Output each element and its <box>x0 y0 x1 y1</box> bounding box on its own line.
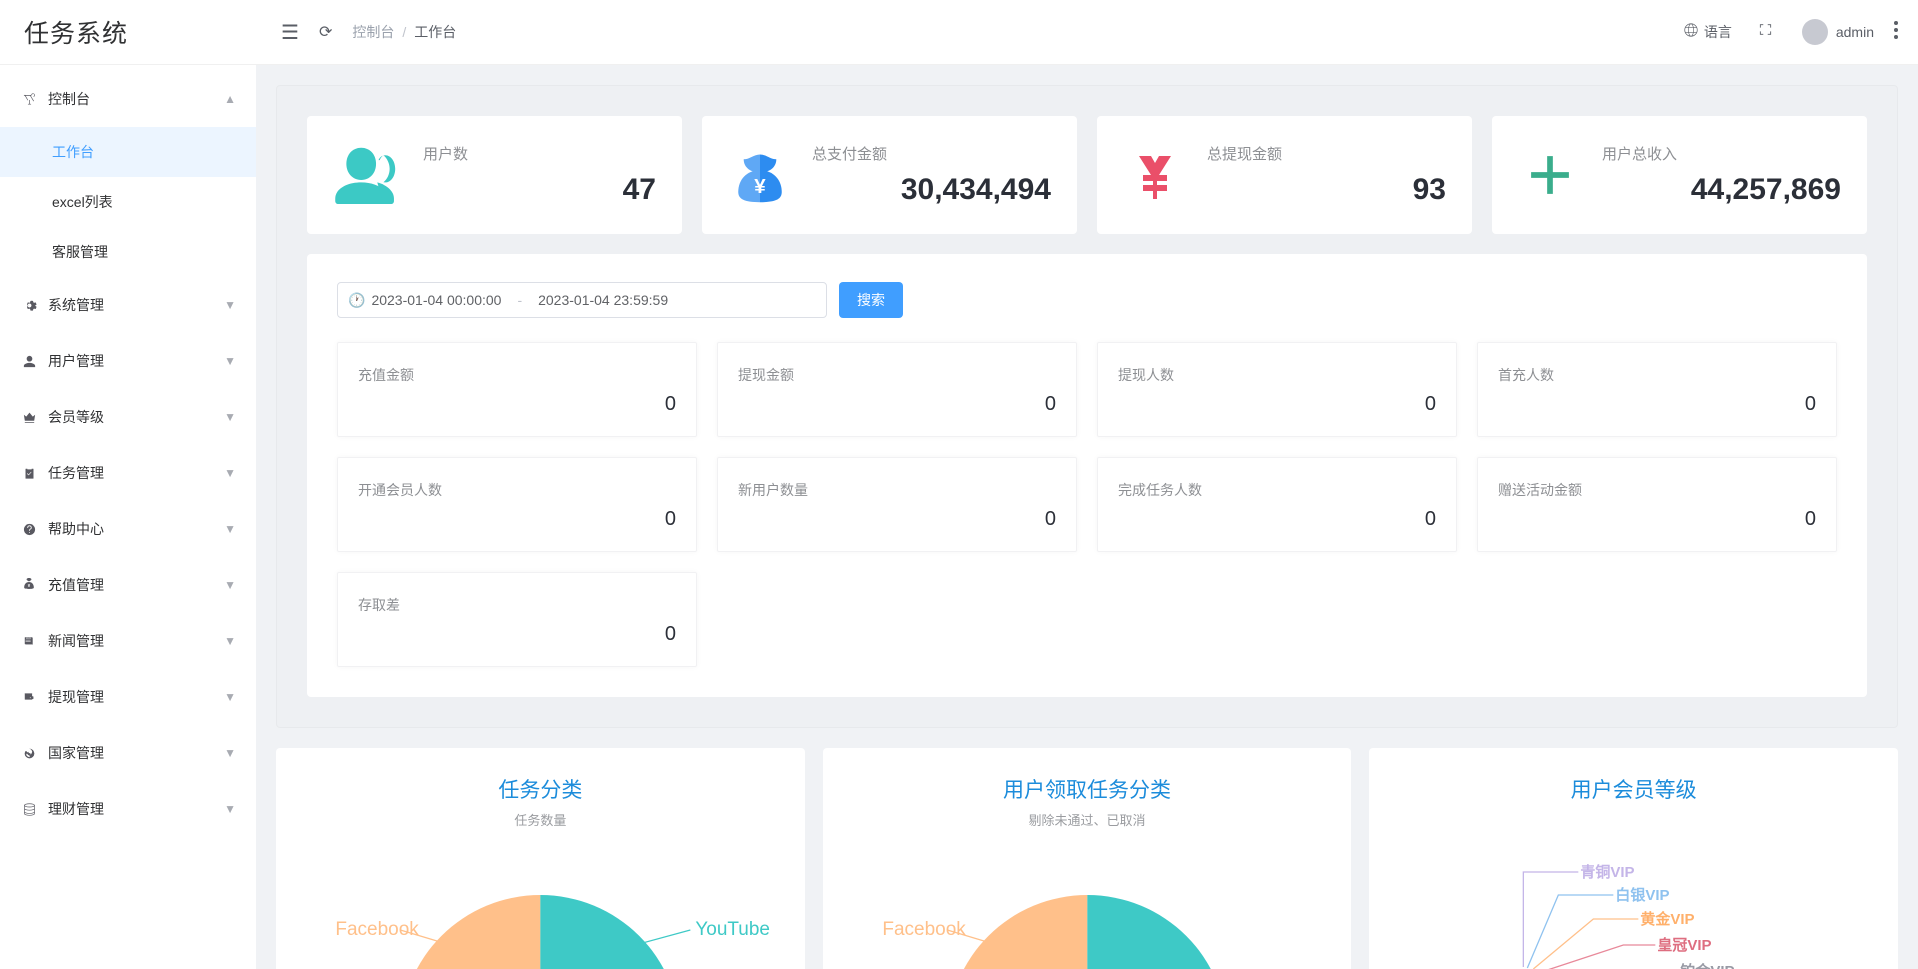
svg-text:铂金VIP: 铂金VIP <box>1681 962 1735 969</box>
svg-text:白银VIP: 白银VIP <box>1616 886 1670 904</box>
svg-text:青铜VIP: 青铜VIP <box>1581 863 1635 881</box>
svg-text:Facebook: Facebook <box>335 919 419 940</box>
svg-text:¥: ¥ <box>754 175 766 198</box>
svg-text:黄金VIP: 黄金VIP <box>1641 910 1695 928</box>
svg-text:YouTube: YouTube <box>695 919 770 940</box>
svg-text:皇冠VIP: 皇冠VIP <box>1658 936 1712 954</box>
svg-text:Facebook: Facebook <box>882 919 966 940</box>
